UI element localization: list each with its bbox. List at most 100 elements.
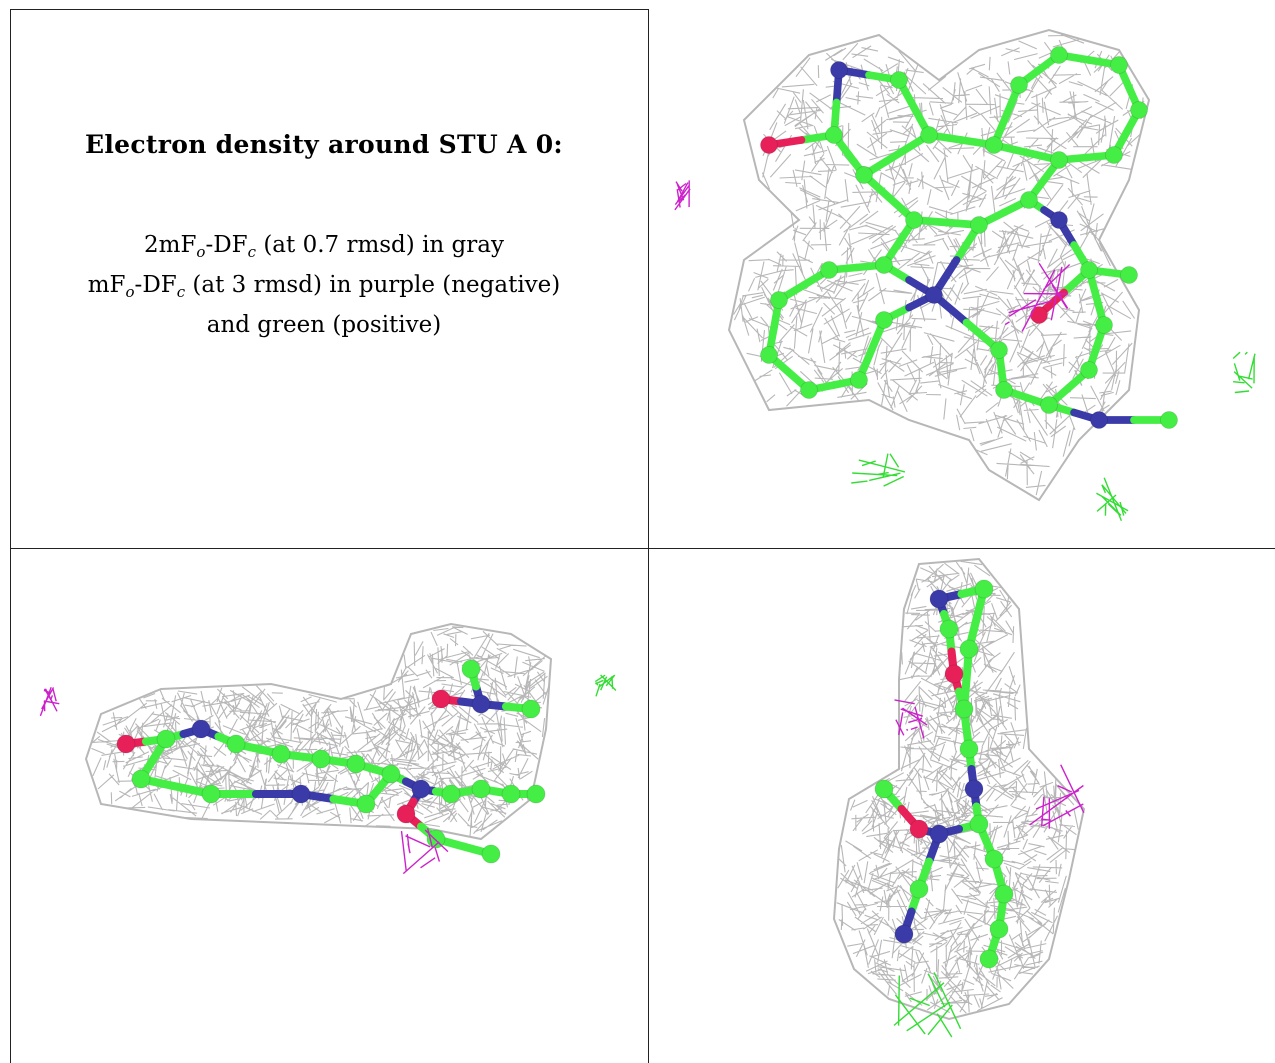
negative-density-blob-upper-lines: [894, 699, 928, 739]
positive-density-blob-lower: [1096, 477, 1129, 521]
atom-carbon: [969, 814, 989, 834]
atom-carbon: [311, 749, 331, 769]
positive-density-blob-right-lines: [1232, 351, 1256, 394]
atom-carbon: [760, 346, 778, 364]
atom-carbon: [770, 291, 788, 309]
negative-density-blob-upper: [894, 699, 928, 739]
atom-carbon: [825, 126, 843, 144]
atom-carbon: [954, 699, 974, 719]
stu-molecule: [116, 659, 546, 864]
atom-carbon: [481, 844, 501, 864]
atom-carbon: [156, 729, 176, 749]
atom-carbon: [920, 126, 938, 144]
atom-carbon: [959, 639, 979, 659]
atom-carbon: [1080, 361, 1098, 379]
figure-title: Electron density around STU A 0:: [85, 130, 563, 159]
density-legend: 2mFo-DFc (at 0.7 rmsd) in gray mFo-DFc (…: [88, 229, 561, 342]
atom-carbon: [1095, 316, 1113, 334]
atom-carbon: [1050, 46, 1068, 64]
atom-nitrogen: [411, 779, 431, 799]
atom-carbon: [995, 381, 1013, 399]
atom-nitrogen: [925, 286, 943, 304]
atom-nitrogen: [929, 589, 949, 609]
positive-density-blob-right: [594, 674, 617, 697]
atom-carbon: [1050, 151, 1068, 169]
positive-density-blob-bottom: [893, 972, 962, 1038]
atom-carbon: [1120, 266, 1138, 284]
atom-carbon: [1130, 101, 1148, 119]
caption-cell: Electron density around STU A 0: 2mFo-DF…: [10, 0, 638, 548]
table-border-left: [10, 9, 11, 1063]
atom-oxygen: [760, 136, 778, 154]
density-view-top-right: [649, 10, 1275, 548]
legend-line-2fo: 2mFo-DFc (at 0.7 rmsd) in gray: [144, 232, 504, 261]
atom-oxygen: [116, 734, 136, 754]
atom-oxygen: [396, 804, 416, 824]
atom-carbon: [909, 879, 929, 899]
atom-carbon: [970, 216, 988, 234]
atom-oxygen: [944, 664, 964, 684]
atom-carbon: [501, 784, 521, 804]
atom-nitrogen: [191, 719, 211, 739]
atom-carbon: [820, 261, 838, 279]
atom-nitrogen: [471, 694, 491, 714]
atom-carbon: [850, 371, 868, 389]
atom-carbon: [939, 619, 959, 639]
atom-carbon: [461, 659, 481, 679]
atom-carbon: [1010, 76, 1028, 94]
atom-carbon: [471, 779, 491, 799]
table-border-top: [10, 9, 648, 10]
atom-carbon: [994, 884, 1014, 904]
atom-carbon: [989, 919, 1009, 939]
negative-density-blob: [1004, 262, 1071, 332]
density-view-bottom-right: [649, 549, 1275, 1063]
atom-carbon: [526, 784, 546, 804]
density-mesh: [84, 622, 553, 841]
positive-density-blob-bottom-lines: [893, 972, 962, 1038]
atom-carbon: [959, 739, 979, 759]
atom-carbon: [521, 699, 541, 719]
atom-carbon: [1020, 191, 1038, 209]
atom-carbon: [875, 311, 893, 329]
table-divider-horizontal: [10, 548, 1275, 549]
density-mesh-lines: [836, 560, 1079, 1014]
atom-oxygen: [909, 819, 929, 839]
atom-carbon: [1105, 146, 1123, 164]
atom-carbon: [346, 754, 366, 774]
atom-carbon: [381, 764, 401, 784]
negative-density-blob-small-lines: [674, 180, 691, 211]
negative-density-blob-lines: [1029, 764, 1085, 829]
legend-line-fo: mFo-DFc (at 3 rmsd) in purple (negative): [87, 272, 561, 301]
atom-carbon: [1160, 411, 1178, 429]
positive-density-blob-right-lines: [594, 674, 617, 697]
atom-carbon: [985, 136, 1003, 154]
atom-carbon: [855, 166, 873, 184]
positive-density-blob-bottom-lines: [851, 453, 906, 487]
atom-nitrogen: [291, 784, 311, 804]
atom-carbon: [226, 734, 246, 754]
density-mesh: [832, 557, 1086, 1021]
density-mesh-outline: [832, 557, 1086, 1021]
atom-carbon: [201, 784, 221, 804]
atom-carbon: [271, 744, 291, 764]
atom-carbon: [1080, 261, 1098, 279]
negative-density-blob-left: [39, 687, 60, 717]
negative-density-blob: [1029, 764, 1085, 829]
negative-density-blob-lines: [400, 828, 449, 875]
atom-carbon: [1110, 56, 1128, 74]
atom-carbon: [441, 784, 461, 804]
atom-oxygen: [1030, 306, 1048, 324]
negative-density-blob-small: [674, 180, 691, 211]
density-mesh-outline: [84, 622, 553, 841]
atom-carbon: [131, 769, 151, 789]
density-mesh-lines: [91, 626, 550, 837]
atom-carbon: [890, 71, 908, 89]
atom-carbon: [979, 949, 999, 969]
negative-density-blob-lines: [1004, 262, 1071, 332]
atom-nitrogen: [929, 824, 949, 844]
atom-carbon: [984, 849, 1004, 869]
atom-carbon: [356, 794, 376, 814]
legend-line-positive: and green (positive): [206, 312, 442, 338]
positive-density-blob-right: [1232, 351, 1256, 394]
